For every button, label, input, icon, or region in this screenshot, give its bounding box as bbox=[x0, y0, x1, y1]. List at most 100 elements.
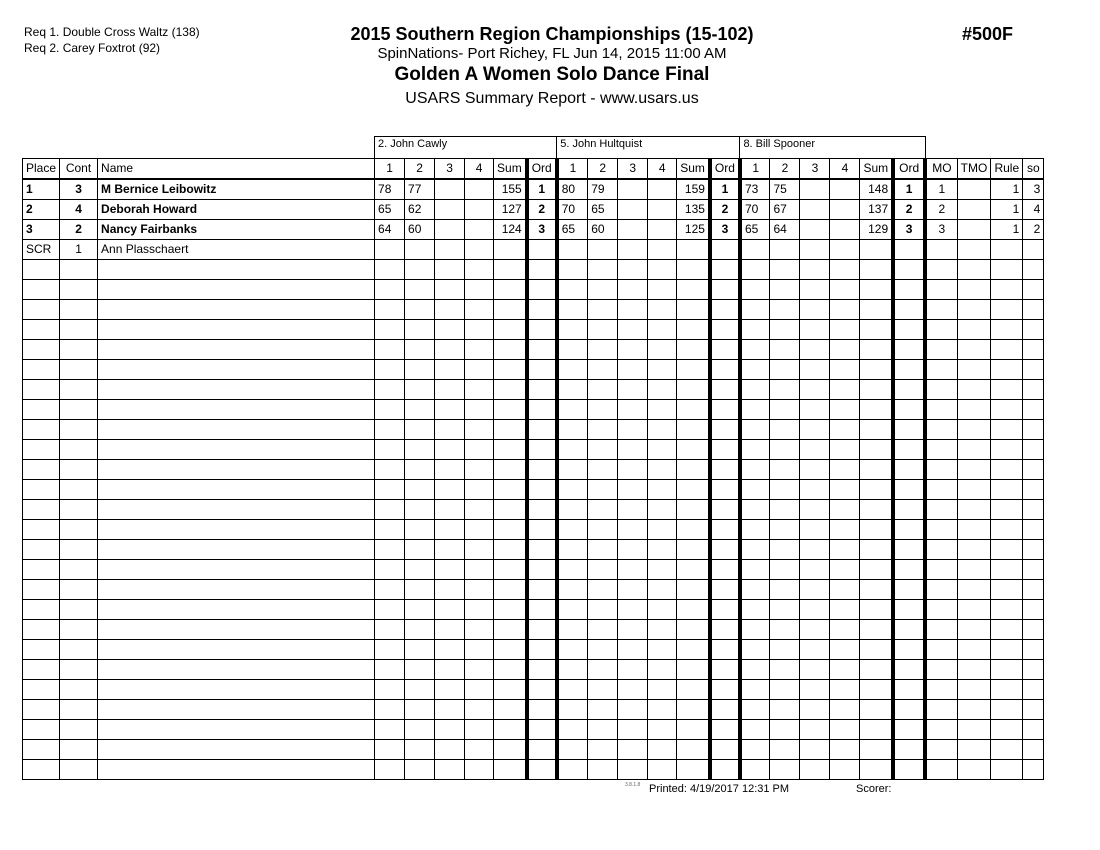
col-judge-3-2: 2 bbox=[769, 158, 801, 180]
version-label: 3.8.1.8 bbox=[625, 782, 641, 788]
empty-cell bbox=[464, 539, 495, 560]
empty-cell bbox=[374, 559, 406, 580]
empty-cell bbox=[59, 379, 99, 400]
empty-cell bbox=[97, 339, 376, 360]
judge-1-score-cell: 78 bbox=[374, 178, 406, 200]
empty-cell bbox=[739, 459, 771, 480]
empty-cell bbox=[709, 339, 742, 360]
empty-cell bbox=[956, 339, 992, 360]
empty-cell bbox=[990, 659, 1024, 680]
empty-cell bbox=[924, 279, 958, 300]
so-cell: 3 bbox=[1022, 178, 1045, 200]
empty-cell bbox=[526, 379, 559, 400]
empty-cell bbox=[556, 679, 589, 700]
rule-cell: 1 bbox=[990, 178, 1024, 200]
empty-cell bbox=[617, 699, 649, 720]
empty-cell bbox=[59, 679, 99, 700]
empty-cell bbox=[374, 659, 406, 680]
empty-cell bbox=[59, 639, 99, 660]
col-tmo: TMO bbox=[956, 158, 992, 180]
empty-cell bbox=[587, 759, 619, 780]
empty-cell bbox=[799, 699, 831, 720]
empty-row bbox=[21, 359, 1045, 380]
empty-cell bbox=[829, 479, 861, 500]
empty-cell bbox=[739, 339, 771, 360]
judge-3-score-cell: 65 bbox=[739, 219, 771, 240]
empty-cell bbox=[59, 759, 99, 780]
judge-2-score-cell: 125 bbox=[676, 219, 712, 240]
empty-cell bbox=[493, 559, 529, 580]
empty-cell bbox=[829, 399, 861, 420]
rule-cell: 1 bbox=[990, 199, 1024, 220]
empty-cell bbox=[990, 759, 1024, 780]
empty-cell bbox=[617, 579, 649, 600]
empty-cell bbox=[769, 299, 801, 320]
empty-cell bbox=[647, 419, 678, 440]
empty-cell bbox=[374, 739, 406, 760]
empty-cell bbox=[21, 279, 61, 300]
empty-cell bbox=[769, 499, 801, 520]
empty-cell bbox=[493, 419, 529, 440]
judge-1-score-cell: 65 bbox=[374, 199, 406, 220]
empty-cell bbox=[676, 399, 712, 420]
empty-cell bbox=[829, 739, 861, 760]
judge-2-score-cell: 80 bbox=[556, 178, 589, 200]
empty-cell bbox=[647, 579, 678, 600]
empty-cell bbox=[709, 759, 742, 780]
empty-cell bbox=[799, 619, 831, 640]
empty-cell bbox=[956, 319, 992, 340]
empty-cell bbox=[1022, 519, 1045, 540]
empty-cell bbox=[526, 659, 559, 680]
empty-cell bbox=[709, 739, 742, 760]
empty-cell bbox=[556, 519, 589, 540]
empty-cell bbox=[374, 439, 406, 460]
col-name: Name bbox=[97, 158, 376, 180]
empty-row bbox=[21, 379, 1045, 400]
empty-row bbox=[21, 539, 1045, 560]
empty-cell bbox=[956, 399, 992, 420]
judge-2-score-cell bbox=[617, 219, 649, 240]
empty-cell bbox=[493, 359, 529, 380]
empty-cell bbox=[990, 599, 1024, 620]
empty-cell bbox=[924, 539, 958, 560]
empty-cell bbox=[647, 359, 678, 380]
empty-cell bbox=[1022, 759, 1045, 780]
mo-cell: 2 bbox=[924, 199, 958, 220]
empty-cell bbox=[676, 579, 712, 600]
judge-2-score-cell bbox=[676, 239, 712, 260]
empty-cell bbox=[587, 399, 619, 420]
empty-cell bbox=[647, 399, 678, 420]
empty-cell bbox=[647, 559, 678, 580]
empty-cell bbox=[859, 379, 896, 400]
empty-cell bbox=[374, 339, 406, 360]
empty-cell bbox=[924, 479, 958, 500]
empty-cell bbox=[526, 499, 559, 520]
judge-2-score-cell: 1 bbox=[709, 178, 742, 200]
judge-1-score-cell: 127 bbox=[493, 199, 529, 220]
empty-cell bbox=[892, 759, 928, 780]
empty-cell bbox=[526, 539, 559, 560]
empty-cell bbox=[59, 439, 99, 460]
empty-cell bbox=[709, 659, 742, 680]
empty-cell bbox=[709, 279, 742, 300]
empty-cell bbox=[464, 259, 495, 280]
empty-cell bbox=[709, 459, 742, 480]
empty-cell bbox=[956, 559, 992, 580]
empty-cell bbox=[1022, 419, 1045, 440]
empty-cell bbox=[21, 639, 61, 660]
empty-row bbox=[21, 499, 1045, 520]
empty-cell bbox=[617, 279, 649, 300]
empty-row bbox=[21, 719, 1045, 740]
empty-cell bbox=[676, 639, 712, 660]
empty-cell bbox=[464, 579, 495, 600]
so-cell bbox=[1022, 239, 1045, 260]
empty-cell bbox=[956, 419, 992, 440]
empty-cell bbox=[769, 579, 801, 600]
empty-cell bbox=[464, 499, 495, 520]
empty-cell bbox=[97, 619, 376, 640]
empty-cell bbox=[709, 719, 742, 740]
empty-cell bbox=[676, 379, 712, 400]
empty-cell bbox=[434, 719, 466, 740]
empty-cell bbox=[1022, 399, 1045, 420]
judge-3-score-cell: 148 bbox=[859, 178, 896, 200]
